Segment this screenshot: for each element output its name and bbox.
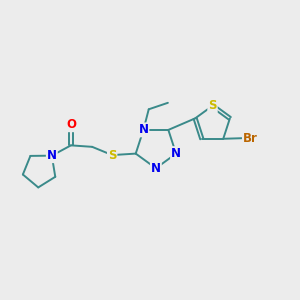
- Text: S: S: [108, 148, 116, 162]
- Text: N: N: [138, 123, 148, 136]
- Text: Br: Br: [243, 132, 258, 145]
- Text: N: N: [47, 149, 57, 162]
- Text: N: N: [151, 162, 161, 175]
- Text: N: N: [171, 147, 181, 160]
- Text: O: O: [66, 118, 76, 131]
- Text: S: S: [208, 99, 217, 112]
